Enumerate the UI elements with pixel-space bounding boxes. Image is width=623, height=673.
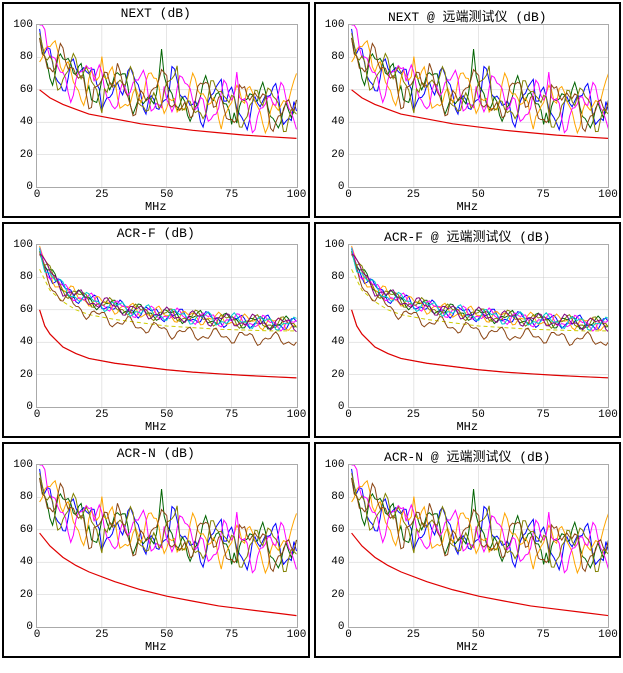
plot-area: 0204060801000255075100 [348, 24, 610, 188]
series-line [351, 310, 608, 378]
series-line [40, 310, 297, 378]
panel-acrn-local: ACR-N (dB) 0204060801000255075100 MHz [2, 442, 310, 658]
series-line [351, 533, 608, 616]
panel-next-local: NEXT (dB) 0204060801000255075100 MHz [2, 2, 310, 218]
plot-svg [37, 25, 297, 187]
chart-title: ACR-N (dB) [4, 446, 308, 462]
ytick-label: 0 [338, 401, 345, 413]
ytick-label: 80 [20, 271, 33, 283]
panel-acrf-remote: ACR-F @ 远端测试仪 (dB) 0204060801000255075100… [314, 222, 622, 438]
series-line [40, 533, 297, 616]
ytick-label: 80 [331, 51, 344, 63]
series-line [351, 310, 608, 378]
series-line [351, 25, 608, 133]
plot-area: 0204060801000255075100 [348, 244, 610, 408]
series-line [351, 254, 608, 332]
plot-svg [37, 245, 297, 407]
ytick-label: 20 [331, 369, 344, 381]
chart-title: ACR-F (dB) [4, 226, 308, 242]
ytick-label: 20 [20, 149, 33, 161]
series-line [40, 310, 297, 378]
ytick-label: 100 [325, 19, 345, 31]
ytick-label: 60 [20, 524, 33, 536]
ytick-label: 80 [331, 491, 344, 503]
series-line [351, 478, 608, 571]
panel-acrf-local: ACR-F (dB) 0204060801000255075100 MHz [2, 222, 310, 438]
ytick-label: 0 [338, 621, 345, 633]
plot-area: 0204060801000255075100 [348, 464, 610, 628]
chart-grid: NEXT (dB)0204060801000255075100MHzNEXT @… [2, 2, 621, 658]
ytick-label: 40 [331, 116, 344, 128]
plot-area: 0204060801000255075100 [36, 244, 298, 408]
plot-svg [349, 245, 609, 407]
ytick-label: 40 [331, 556, 344, 568]
plot-svg [37, 465, 297, 627]
ytick-label: 100 [13, 19, 33, 31]
plot-area: 0204060801000255075100 [36, 464, 298, 628]
xlabel: MHz [4, 420, 308, 434]
chart-title: NEXT @ 远端测试仪 (dB) [316, 6, 620, 22]
series-line [40, 254, 297, 332]
series-line [40, 38, 297, 131]
ytick-label: 20 [20, 589, 33, 601]
panel-next-remote: NEXT @ 远端测试仪 (dB) 0204060801000255075100 M… [314, 2, 622, 218]
xlabel: MHz [316, 640, 620, 654]
ytick-label: 20 [20, 369, 33, 381]
series-line [40, 248, 297, 330]
ytick-label: 0 [26, 621, 33, 633]
ytick-label: 80 [331, 271, 344, 283]
plot-area: 0204060801000255075100 [36, 24, 298, 188]
ytick-label: 0 [26, 181, 33, 193]
ytick-label: 40 [20, 336, 33, 348]
series-line [351, 465, 608, 573]
xlabel: MHz [4, 640, 308, 654]
ytick-label: 60 [331, 524, 344, 536]
series-line [351, 38, 608, 131]
series-line [40, 25, 297, 133]
ytick-label: 0 [338, 181, 345, 193]
plot-svg [349, 465, 609, 627]
xlabel: MHz [4, 200, 308, 214]
ytick-label: 20 [331, 149, 344, 161]
ytick-label: 100 [13, 239, 33, 251]
ytick-label: 60 [331, 84, 344, 96]
ytick-label: 20 [331, 589, 344, 601]
chart-title: ACR-N @ 远端测试仪 (dB) [316, 446, 620, 462]
chart-title: ACR-F @ 远端测试仪 (dB) [316, 226, 620, 242]
chart-title: NEXT (dB) [4, 6, 308, 22]
series-line [40, 465, 297, 573]
ytick-label: 100 [325, 239, 345, 251]
ytick-label: 40 [331, 336, 344, 348]
xlabel: MHz [316, 420, 620, 434]
ytick-label: 40 [20, 116, 33, 128]
ytick-label: 100 [13, 459, 33, 471]
plot-svg [349, 25, 609, 187]
ytick-label: 60 [20, 304, 33, 316]
series-line [40, 478, 297, 571]
ytick-label: 100 [325, 459, 345, 471]
ytick-label: 80 [20, 491, 33, 503]
series-line [351, 248, 608, 330]
ytick-label: 60 [331, 304, 344, 316]
ytick-label: 80 [20, 51, 33, 63]
xlabel: MHz [316, 200, 620, 214]
panel-acrn-remote: ACR-N @ 远端测试仪 (dB) 0204060801000255075100… [314, 442, 622, 658]
ytick-label: 60 [20, 84, 33, 96]
ytick-label: 0 [26, 401, 33, 413]
ytick-label: 40 [20, 556, 33, 568]
